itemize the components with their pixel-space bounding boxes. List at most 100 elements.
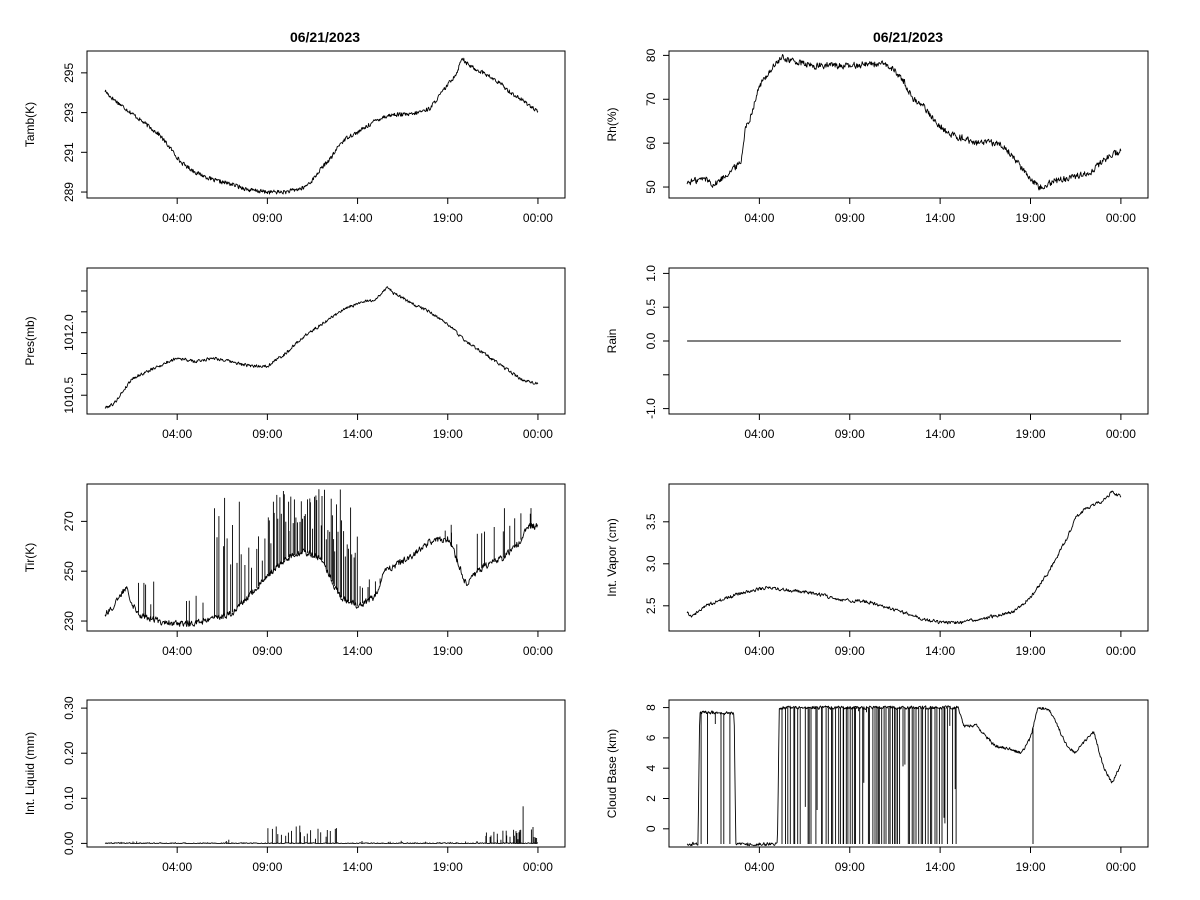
series-line-tamb [104,57,539,195]
x-tick-label: 09:00 [252,644,282,658]
y-tick-label: 270 [62,511,76,531]
panel-rh: 04:00 09:00 14:00 19:00 00:00 50 60 70 80 Rh(%) [605,48,1149,225]
x-tick-label: 09:00 [252,211,282,225]
panel-rain: 04:00 09:00 14:00 19:00 00:00 -1.0 0.0 0.5 1.0 Ra… [605,265,1149,441]
x-tick-label: 00:00 [1106,644,1136,658]
series-line-vapor [686,490,1122,625]
x-tick-label: 14:00 [343,644,373,658]
x-tick-label: 04:00 [162,860,192,874]
x-tick-label: 09:00 [835,860,865,874]
x-tick-label: 04:00 [162,211,192,225]
y-axis-label: Cloud Base (km) [605,729,619,818]
panel-tamb: 04:00 09:00 14:00 19:00 00:00 289 291 293 295 Tam… [23,50,566,225]
y-tick-label: 3.0 [644,555,658,572]
x-tick-label: 14:00 [925,860,955,874]
x-tick-label: 04:00 [744,860,774,874]
x-tick-label: 00:00 [523,644,553,658]
series-line-cloud [686,705,1122,847]
y-tick-label: 4 [644,765,658,772]
y-tick-label: 0.20 [62,741,76,765]
y-tick-label: 291 [62,142,76,162]
x-tick-label: 19:00 [433,644,463,658]
series-line-pres [104,286,539,409]
panel-title-right: 06/21/2023 [873,29,943,45]
plot-frame [86,483,566,632]
x-tick-label: 19:00 [1015,644,1045,658]
y-axis-label: Tamb(K) [23,102,37,147]
y-tick-label: 1010.5 [62,377,76,414]
y-axis-label: Int. Liquid (mm) [23,732,37,815]
y-tick-label: 1012.0 [62,314,76,351]
y-axis-label: Int. Vapor (cm) [605,518,619,596]
y-tick-label: 1.0 [644,265,658,282]
y-tick-label: 250 [62,561,76,581]
plot-frame [86,50,566,199]
y-tick-label: 70 [644,92,658,106]
plot-frame [668,50,1149,199]
panel-title-left: 06/21/2023 [290,29,360,45]
x-tick-label: 04:00 [744,427,774,441]
plot-frame [86,267,566,415]
y-tick-label: 2.5 [644,597,658,614]
y-axis-label: Pres(mb) [23,316,37,365]
y-axis-label: Tir(K) [23,543,37,573]
y-tick-label: 2 [644,795,658,802]
y-tick-label: 289 [62,182,76,202]
series-line-rh [686,54,1122,191]
y-tick-label: 0.10 [62,786,76,810]
x-tick-label: 19:00 [1015,211,1045,225]
panel-liquid: 04:00 09:00 14:00 19:00 00:00 0.00 0.10 0.20 0.3… [23,696,566,874]
x-tick-label: 09:00 [835,427,865,441]
x-tick-label: 09:00 [252,860,282,874]
x-tick-label: 04:00 [162,644,192,658]
panel-pres: 04:00 09:00 14:00 19:00 00:00 1010.5 1012.0 Pre… [23,267,566,441]
x-tick-label: 14:00 [925,427,955,441]
x-tick-label: 00:00 [523,211,553,225]
y-tick-label: 293 [62,102,76,122]
y-tick-label: 6 [644,734,658,741]
panel-vapor: 04:00 09:00 14:00 19:00 00:00 2.5 3.0 3.5 Int. V… [605,483,1149,658]
x-tick-label: 00:00 [1106,427,1136,441]
y-axis-label: Rh(%) [605,107,619,141]
x-tick-label: 14:00 [343,211,373,225]
plot-frame [668,483,1149,632]
series-line-tir [104,522,539,627]
x-tick-label: 00:00 [523,860,553,874]
x-tick-label: 19:00 [433,860,463,874]
x-tick-label: 04:00 [744,644,774,658]
y-tick-label: 0.0 [644,332,658,349]
x-tick-label: 19:00 [1015,427,1045,441]
y-tick-label: 230 [62,611,76,631]
x-tick-label: 19:00 [433,211,463,225]
x-tick-label: 00:00 [1106,860,1136,874]
x-tick-label: 19:00 [433,427,463,441]
x-tick-label: 04:00 [744,211,774,225]
y-tick-label: 8 [644,704,658,711]
y-tick-label: 0.00 [62,831,76,855]
y-axis-label: Rain [605,329,619,354]
y-tick-label: 50 [644,180,658,194]
x-tick-label: 09:00 [252,427,282,441]
y-tick-label: 0.5 [644,299,658,316]
x-tick-label: 19:00 [1015,860,1045,874]
x-tick-label: 00:00 [523,427,553,441]
panel-tir: 04:00 09:00 14:00 19:00 00:00 230 250 270 Tir(K) [23,483,566,658]
x-tick-label: 04:00 [162,427,192,441]
x-tick-label: 14:00 [343,427,373,441]
series-line-liquid [104,842,539,844]
y-tick-label: 0.30 [62,696,76,720]
plot-frame [86,699,566,848]
x-tick-label: 09:00 [835,211,865,225]
y-tick-label: 80 [644,48,658,62]
x-tick-label: 14:00 [925,644,955,658]
x-tick-label: 00:00 [1106,211,1136,225]
y-tick-label: 0 [644,825,658,832]
x-tick-label: 09:00 [835,644,865,658]
x-tick-label: 14:00 [343,860,373,874]
panels: 04:00 09:00 14:00 19:00 00:00 289 291 293 295 Tam… [23,48,1149,874]
y-tick-label: -1.0 [644,398,658,419]
y-tick-label: 295 [62,63,76,83]
y-tick-label: 60 [644,136,658,150]
y-tick-label: 3.5 [644,513,658,530]
